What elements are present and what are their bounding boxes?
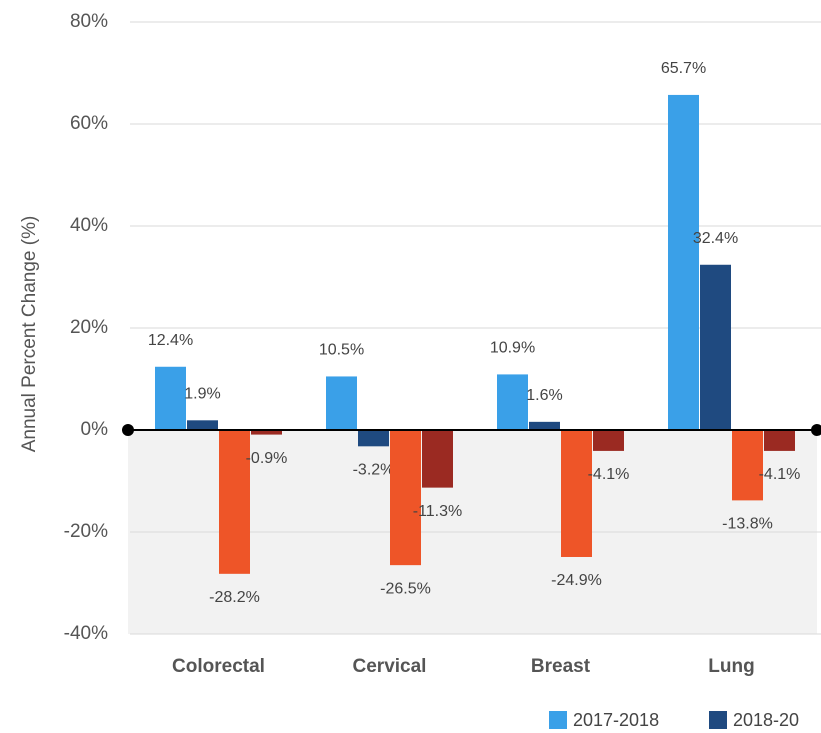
y-tick-label: 40%	[70, 215, 108, 236]
y-tick-label: 0%	[81, 419, 109, 440]
x-tick-label: Cervical	[353, 656, 427, 677]
x-tick-label: Colorectal	[172, 656, 265, 677]
value-label: -26.5%	[380, 580, 431, 597]
value-label: -4.1%	[588, 466, 630, 483]
value-label: -11.3%	[413, 503, 463, 520]
bar	[764, 430, 795, 451]
value-label: 1.9%	[184, 386, 220, 403]
bar	[390, 430, 421, 566]
bar	[155, 366, 186, 430]
y-tick-label: -40%	[64, 623, 108, 644]
x-tick-label: Lung	[708, 656, 754, 677]
zero-line-end	[811, 424, 821, 436]
value-label: -13.8%	[722, 516, 773, 533]
value-label: 10.9%	[490, 340, 535, 357]
value-label: 65.7%	[661, 60, 706, 77]
bar	[529, 421, 560, 430]
bar	[561, 430, 592, 557]
legend-swatch	[549, 711, 567, 729]
bar	[593, 430, 624, 451]
y-tick-label: -20%	[64, 521, 108, 542]
value-label: 12.4%	[148, 332, 193, 349]
value-label: 1.6%	[526, 387, 562, 404]
zero-line-end	[122, 424, 134, 436]
value-label: 10.5%	[319, 342, 364, 359]
x-tick-label: Breast	[531, 656, 591, 677]
value-label: -28.2%	[209, 589, 260, 606]
bar	[700, 264, 731, 430]
value-label: -4.1%	[759, 466, 801, 483]
legend-label: 2018-20	[733, 710, 799, 730]
value-label: 32.4%	[693, 230, 738, 247]
bar	[668, 94, 699, 431]
bar	[422, 430, 453, 488]
bar	[732, 430, 763, 501]
legend-label: 2017-2018	[573, 710, 659, 730]
bar	[326, 376, 357, 430]
bar	[497, 374, 528, 430]
value-label: -0.9%	[246, 450, 288, 467]
value-label: -24.9%	[551, 572, 602, 589]
y-tick-label: 60%	[70, 113, 108, 134]
y-tick-label: 20%	[70, 317, 108, 338]
bar	[187, 420, 218, 430]
bar	[251, 430, 282, 435]
bar	[358, 430, 389, 447]
legend-swatch	[709, 711, 727, 729]
value-label: -3.2%	[353, 462, 395, 479]
y-tick-label: 80%	[70, 11, 108, 32]
bar	[219, 430, 250, 574]
y-axis-title: Annual Percent Change (%)	[19, 216, 40, 453]
